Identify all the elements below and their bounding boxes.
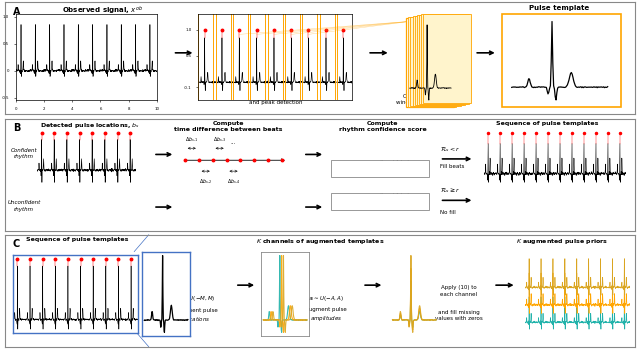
- Text: $K$ augmented pulse priors: $K$ augmented pulse priors: [516, 237, 609, 246]
- Text: Sequence of pulse templates: Sequence of pulse templates: [495, 121, 598, 126]
- Text: A: A: [13, 7, 20, 17]
- Text: $\Delta b_{s,4}$: $\Delta b_{s,4}$: [227, 178, 241, 187]
- Text: $s_l \sim U(-M,M)$: $s_l \sim U(-M,M)$: [179, 294, 216, 303]
- Text: ...: ...: [231, 140, 236, 145]
- Text: B: B: [13, 123, 20, 133]
- Text: Compute
time difference between beats: Compute time difference between beats: [175, 121, 283, 132]
- Text: C: C: [13, 239, 20, 249]
- Text: $\mathcal{R}_s < r$: $\mathcal{R}_s < r$: [440, 144, 460, 154]
- Text: Sequence of pulse templates: Sequence of pulse templates: [26, 237, 129, 242]
- Text: Pulse template: Pulse template: [529, 5, 589, 11]
- Text: Apply (10) to
each channel: Apply (10) to each channel: [440, 285, 477, 296]
- Text: $\Delta b_{s,2}$: $\Delta b_{s,2}$: [199, 178, 212, 187]
- Text: Augment pulse
$\it{locations}$: Augment pulse $\it{locations}$: [177, 308, 218, 323]
- Text: Compute the pulse template
as the median beat: Compute the pulse template as the median…: [520, 94, 599, 106]
- FancyBboxPatch shape: [332, 193, 429, 210]
- Text: Clip beats to
window and stack: Clip beats to window and stack: [396, 94, 445, 106]
- Text: Fill beats: Fill beats: [440, 164, 464, 169]
- Text: $\Delta b_{s,1}$: $\Delta b_{s,1}$: [185, 136, 198, 144]
- Text: $\mathcal{R}_s = \dfrac{median(\Delta b_s)}{\sigma_{\Delta b_s}}$: $\mathcal{R}_s = \dfrac{median(\Delta b_…: [348, 158, 412, 178]
- Text: $K$ channels of augmented templates: $K$ channels of augmented templates: [256, 237, 384, 246]
- Text: Detected pulse locations, $b_s$: Detected pulse locations, $b_s$: [40, 121, 140, 130]
- Text: Confident
rhythm: Confident rhythm: [11, 148, 37, 159]
- Text: Linear interpolation
and peak detection: Linear interpolation and peak detection: [249, 94, 303, 106]
- Text: $\mathcal{R}_s \geq r$: $\mathcal{R}_s \geq r$: [440, 185, 460, 195]
- Text: Compute
rhythm confidence score: Compute rhythm confidence score: [339, 121, 427, 132]
- Text: Observed signal, $x^{ob}$: Observed signal, $x^{ob}$: [62, 5, 143, 17]
- FancyBboxPatch shape: [332, 160, 429, 177]
- Text: $\mathcal{R}_s = \dfrac{median(\Delta b_s)}{\sigma_{\Delta b_s}}$: $\mathcal{R}_s = \dfrac{median(\Delta b_…: [348, 191, 412, 211]
- Text: and fill missing
values with zeros: and fill missing values with zeros: [435, 309, 483, 321]
- Text: Unconfident
rhythm: Unconfident rhythm: [8, 200, 40, 212]
- Text: Augment pulse
$\it{amplitudes}$: Augment pulse $\it{amplitudes}$: [305, 308, 347, 323]
- Text: $\Delta b_{s,3}$: $\Delta b_{s,3}$: [212, 136, 227, 144]
- Text: $a_l \sim U(-A,A)$: $a_l \sim U(-A,A)$: [308, 294, 344, 303]
- Text: No fill: No fill: [440, 210, 456, 215]
